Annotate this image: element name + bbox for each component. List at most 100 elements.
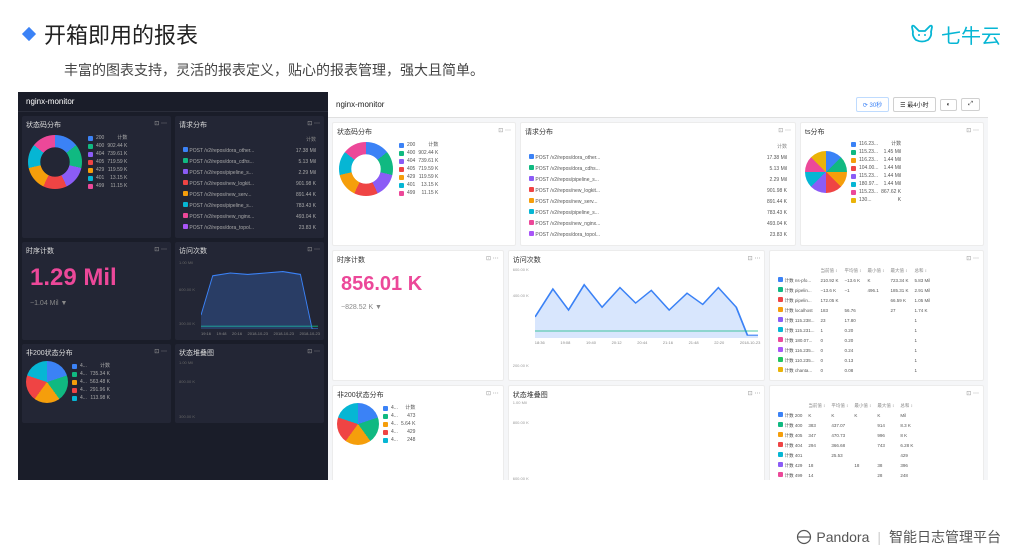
x-axis: 18:3619:0819:4020:1220:4421:1621:4822:20… <box>535 340 761 345</box>
request-dist-card[interactable]: 请求分布 ⊡ ⋯ 计数 POST /v2/repos/dora_other...1… <box>175 116 324 238</box>
card-menu-icon[interactable]: ⊡ ⋯ <box>154 348 167 358</box>
y-axis-label: 1.00 Mil <box>179 360 193 365</box>
non200-pie-chart <box>26 361 68 403</box>
y-axis-label: 1.00 Mil <box>179 260 193 265</box>
card-title: 访问次数 <box>513 255 541 265</box>
page-title: 开箱即用的报表 <box>44 18 198 50</box>
y-axis-label: 800.00 K <box>513 420 529 425</box>
y-axis-label: 800.00 K <box>179 379 195 384</box>
time-count-value: 1.29 Mil <box>30 264 163 292</box>
time-count-card[interactable]: 时序计数 ⊡ ⋯ 856.01 K −828.52 K ▼ <box>332 250 504 381</box>
card-title: 状态堆叠图 <box>179 348 214 358</box>
bull-icon <box>909 24 935 44</box>
y-axis-label: 200.00 K <box>513 363 529 368</box>
status-dist-card[interactable]: 状态码分布 ⊡ ⋯ 200计数400902.44 K404739.61 K4057… <box>332 122 516 246</box>
visits-card[interactable]: 访问次数 ⊡ ⋯ 1.00 Mil 600.00 K 300.00 K 19:16… <box>175 242 324 340</box>
refresh-button[interactable]: ⟳ 30秒 <box>856 97 889 112</box>
card-title: 非200状态分布 <box>337 390 384 400</box>
card-menu-icon[interactable]: ⊡ ⋯ <box>748 390 761 400</box>
stacked-card[interactable]: 状态堆叠图 ⊡ ⋯ 1.00 Mil 800.00 K 600.00 K <box>508 385 766 480</box>
ts-pie-chart <box>805 151 847 193</box>
request-table: 计数 POST /v2/repos/dora_other...17.38 Mil… <box>179 133 320 234</box>
fullscreen-button[interactable]: ⤢ <box>961 98 980 111</box>
status-legend: 200计数400902.44 K404739.61 K405719.59 K42… <box>88 134 127 190</box>
non200-card[interactable]: 非200状态分布 ⊡ ⋯ 4...计数4...735.34 K4...563.48… <box>22 344 171 423</box>
y-axis-label: 1.00 Mil <box>513 400 527 405</box>
card-menu-icon[interactable]: ⊡ ⋯ <box>154 246 167 256</box>
dark-dashboard: nginx-monitor 状态码分布 ⊡ ⋯ 200计数400902.44 K4… <box>18 92 328 480</box>
ts-dist-card[interactable]: ts分布 ⊡ ⋯ 116.23...计数115.23...1.45 Mil116.… <box>800 122 984 246</box>
pandora-icon <box>796 529 812 545</box>
y-axis-label: 400.00 K <box>513 293 529 298</box>
screenshot-container: nginx-monitor 状态码分布 ⊡ ⋯ 200计数400902.44 K4… <box>0 92 1025 482</box>
card-title: 请求分布 <box>525 127 553 137</box>
card-menu-icon[interactable]: ⊡ ⋯ <box>307 120 320 130</box>
brand-text: 七牛云 <box>941 20 1001 49</box>
card-menu-icon[interactable]: ⊡ ⋯ <box>486 390 499 400</box>
time-count-sub: −1.04 Mil ▼ <box>30 300 167 307</box>
stacked-chart <box>539 403 759 461</box>
time-count-value: 856.01 K <box>341 273 495 296</box>
toolbar: ⟳ 30秒 ☰ 最4小时 ◐ ⤢ <box>856 97 980 112</box>
visits-stats-card[interactable]: ⊡ ⋯ 当前值 ↕平均值 ↕最小值 ↕最大值 ↕总和 ↕ 计数 ns-pfo..… <box>769 250 984 381</box>
card-menu-icon[interactable]: ⊡ ⋯ <box>486 255 499 265</box>
non200-legend: 4...计数4...4734...5.64 K4...4294...248 <box>383 404 415 444</box>
card-menu-icon[interactable]: ⊡ ⋯ <box>307 348 320 358</box>
light-dashboard: nginx-monitor ⟳ 30秒 ☰ 最4小时 ◐ ⤢ 状态码分布⊡ ⋯ … <box>328 92 988 480</box>
card-title: 状态码分布 <box>337 127 372 137</box>
card-menu-icon[interactable]: ⊡ ⋯ <box>966 127 979 137</box>
card-title: 请求分布 <box>179 120 207 130</box>
card-title: 时序计数 <box>337 255 365 265</box>
time-count-sub: −828.52 K ▼ <box>341 304 499 311</box>
y-axis-label: 600.00 K <box>179 287 195 292</box>
page-header: 开箱即用的报表 七牛云 <box>0 0 1025 58</box>
bullet-icon <box>22 27 36 41</box>
page-footer: Pandora | 智能日志管理平台 <box>0 517 1025 557</box>
y-axis-label: 600.00 K <box>513 476 529 480</box>
footer-brand-text: Pandora <box>816 529 869 545</box>
card-menu-icon[interactable]: ⊡ ⋯ <box>966 390 979 397</box>
status-donut-chart <box>28 135 82 189</box>
y-axis-label: 300.00 K <box>179 414 195 419</box>
ts-legend: 116.23...计数115.23...1.45 Mil116.23...1.4… <box>851 140 901 204</box>
footer-brand: Pandora <box>796 529 869 545</box>
card-menu-icon[interactable]: ⊡ ⋯ <box>966 255 979 262</box>
x-axis: 19:1619:4820:162018-10-232018-10-232018-… <box>201 331 320 336</box>
non200-pie-chart <box>337 403 379 445</box>
non200-legend: 4...计数4...735.34 K4...563.48 K4...291.96… <box>72 362 110 402</box>
y-axis-label: 300.00 K <box>179 321 195 326</box>
brand-logo: 七牛云 <box>909 20 1001 49</box>
stacked-stats-card[interactable]: ⊡ ⋯ 当前值 ↕平均值 ↕最小值 ↕最大值 ↕总和 ↕ 计数 200KKKKM… <box>769 385 984 480</box>
status-dist-card[interactable]: 状态码分布 ⊡ ⋯ 200计数400902.44 K404739.61 K4057… <box>22 116 171 238</box>
stacked-card[interactable]: 状态堆叠图 ⊡ ⋯ 1.00 Mil 800.00 K 300.00 K <box>175 344 324 423</box>
y-axis-label: 600.00 K <box>513 267 529 272</box>
time-count-card[interactable]: 时序计数 ⊡ ⋯ 1.29 Mil −1.04 Mil ▼ <box>22 242 171 340</box>
card-menu-icon[interactable]: ⊡ ⋯ <box>498 127 511 137</box>
footer-tagline: 智能日志管理平台 <box>889 527 1001 547</box>
non200-card[interactable]: 非200状态分布 ⊡ ⋯ 4...计数4...4734...5.64 K4...4… <box>332 385 504 480</box>
card-menu-icon[interactable]: ⊡ ⋯ <box>154 120 167 130</box>
visits-card[interactable]: 访问次数 ⊡ ⋯ 600.00 K 400.00 K 200.00 K 18:36… <box>508 250 766 381</box>
visits-chart <box>535 268 759 338</box>
status-legend: 200计数400902.44 K404739.61 K405719.59 K42… <box>399 141 438 197</box>
card-title: ts分布 <box>805 127 824 137</box>
card-title: 状态码分布 <box>26 120 61 130</box>
status-donut-chart <box>339 142 393 196</box>
card-title: 时序计数 <box>26 246 54 256</box>
request-table: 计数 POST /v2/repos/dora_other...17.38 Mil… <box>525 140 791 241</box>
card-title: 访问次数 <box>179 246 207 256</box>
card-title: 非200状态分布 <box>26 348 73 358</box>
stacked-stats-table: 当前值 ↕平均值 ↕最小值 ↕最大值 ↕总和 ↕ 计数 200KKKKMil 计… <box>774 400 917 480</box>
app-title: nginx-monitor <box>26 97 74 106</box>
card-menu-icon[interactable]: ⊡ ⋯ <box>778 127 791 137</box>
visits-chart <box>201 259 318 329</box>
visits-stats-table: 当前值 ↕平均值 ↕最小值 ↕最大值 ↕总和 ↕ 计数 ns-pfo...210… <box>774 265 934 376</box>
page-subtitle: 丰富的图表支持，灵活的报表定义，贴心的报表管理，强大且简单。 <box>0 58 1025 92</box>
range-button[interactable]: ☰ 最4小时 <box>893 97 935 112</box>
card-menu-icon[interactable]: ⊡ ⋯ <box>307 246 320 256</box>
stacked-chart <box>203 361 318 417</box>
request-dist-card[interactable]: 请求分布 ⊡ ⋯ 计数 POST /v2/repos/dora_other...1… <box>520 122 796 246</box>
theme-button[interactable]: ◐ <box>940 99 958 111</box>
card-menu-icon[interactable]: ⊡ ⋯ <box>748 255 761 265</box>
card-title: 状态堆叠图 <box>513 390 548 400</box>
